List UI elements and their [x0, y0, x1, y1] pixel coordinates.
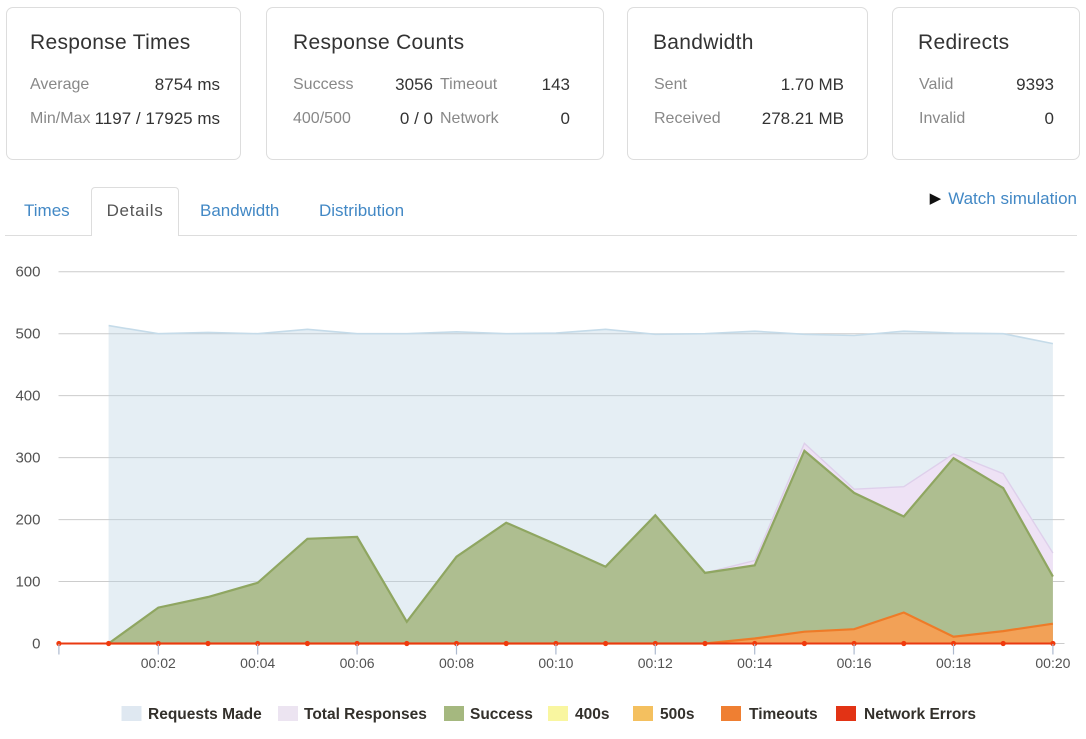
svg-text:00:12: 00:12	[638, 655, 673, 671]
svg-text:200: 200	[15, 512, 40, 529]
svg-text:300: 300	[15, 450, 40, 467]
svg-text:500: 500	[15, 326, 40, 343]
svg-text:100: 100	[15, 574, 40, 591]
svg-text:00:14: 00:14	[737, 655, 772, 671]
svg-text:00:10: 00:10	[538, 655, 573, 671]
svg-text:00:02: 00:02	[141, 655, 176, 671]
svg-text:00:08: 00:08	[439, 655, 474, 671]
svg-text:Success: Success	[470, 706, 533, 723]
svg-text:Network Errors: Network Errors	[864, 706, 976, 723]
svg-text:00:06: 00:06	[340, 655, 375, 671]
svg-text:Requests Made: Requests Made	[148, 706, 262, 723]
svg-text:Timeouts: Timeouts	[749, 706, 818, 723]
svg-text:00:18: 00:18	[936, 655, 971, 671]
svg-text:400s: 400s	[575, 706, 609, 723]
svg-text:500s: 500s	[660, 706, 694, 723]
svg-text:00:20: 00:20	[1035, 655, 1070, 671]
svg-text:00:16: 00:16	[837, 655, 872, 671]
svg-text:0: 0	[32, 636, 40, 653]
svg-text:600: 600	[15, 264, 40, 281]
svg-text:00:04: 00:04	[240, 655, 275, 671]
svg-text:400: 400	[15, 388, 40, 405]
svg-text:Total Responses: Total Responses	[304, 706, 427, 723]
